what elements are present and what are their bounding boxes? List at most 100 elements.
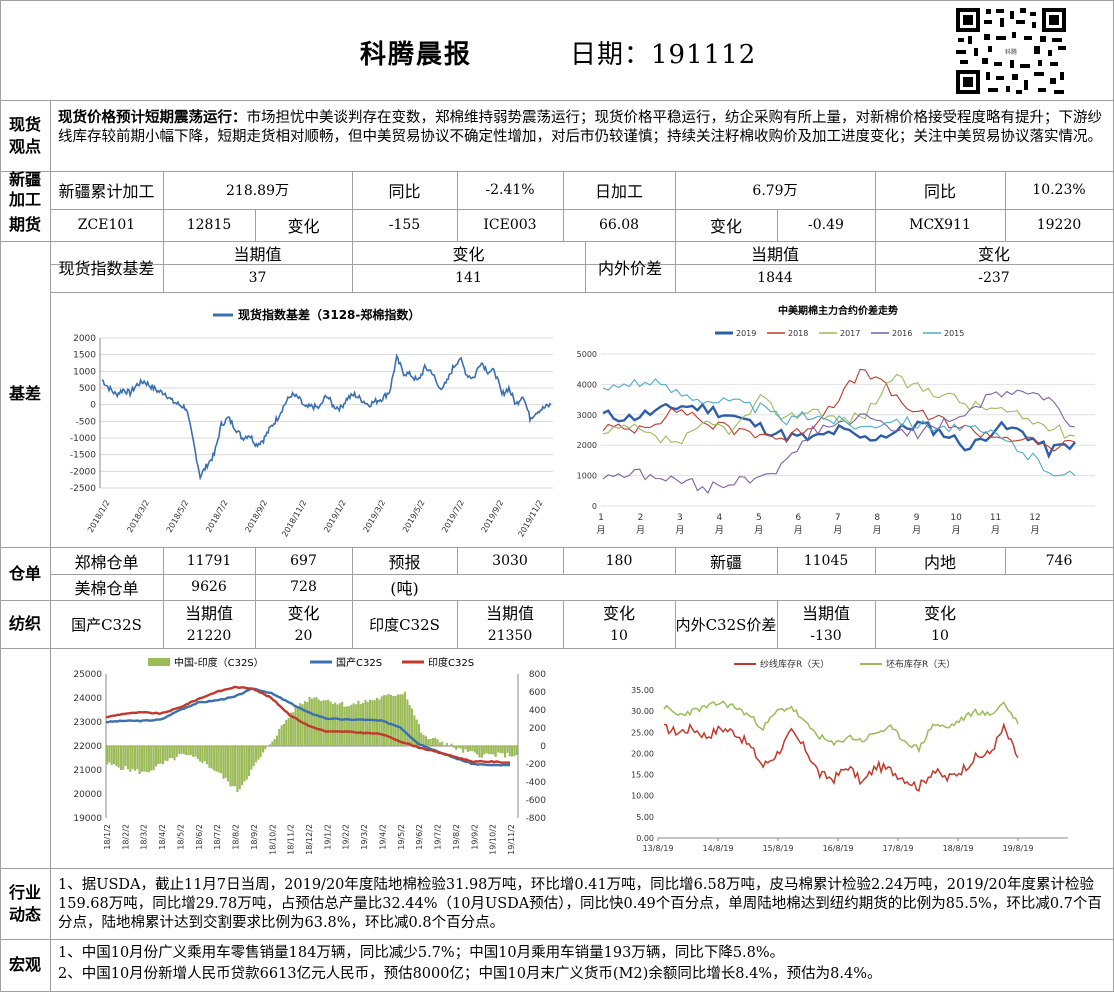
yarn-spread-bar — [299, 703, 302, 746]
yd-cur-value: 21350 — [487, 628, 533, 644]
yarn-spread-bar — [164, 746, 167, 761]
yarn-spread-bar — [441, 741, 444, 746]
yarn-spread-bar — [471, 746, 474, 752]
yarn-spread-bar — [136, 746, 139, 770]
yarn-spread-bar — [355, 704, 358, 746]
macro-item-1: 1、中国10月份广义乘用车零售销量184万辆，同比减少5.7%；中国10月乘用车… — [58, 945, 785, 961]
yarn-x-tick: 19/3/2 — [360, 824, 369, 850]
xj-daily-yoy-value: 10.23% — [1032, 182, 1086, 198]
yarn-y-left-tick: 21000 — [73, 766, 102, 776]
yarn-legend-1: 国产C32S — [336, 656, 382, 669]
inv-x-tick: 19/8/19 — [1003, 844, 1034, 853]
yarn-spread-bar — [350, 704, 353, 746]
gc-cur-value: 21220 — [186, 628, 232, 644]
yarn-spread-bar — [385, 695, 388, 746]
yarn-spread-bar — [515, 746, 518, 755]
yarn-spread-bar — [320, 700, 323, 746]
yarn-spread-bar — [192, 746, 195, 757]
yarn-india-line — [105, 685, 511, 764]
yarn-x-tick: 18/2/2 — [121, 824, 130, 850]
forecast-label: 预报 — [388, 552, 421, 572]
yarn-spread-bar — [120, 746, 123, 770]
yarn-spread-bar — [420, 732, 423, 746]
gc-cur-header: 当期值 — [184, 604, 233, 623]
yarn-spread-bar — [452, 746, 455, 748]
xj-yoy-value: -2.41% — [485, 182, 535, 198]
yarn-x-tick: 19/9/2 — [470, 824, 479, 850]
basis-index-label: 现货指数基差 — [58, 258, 155, 278]
yarn-spread-bar — [178, 746, 181, 754]
spread-x-tick-unit: 月 — [952, 525, 961, 536]
yarn-spread-bar — [399, 694, 402, 746]
yarn-legend-0: 中国-印度（C32S） — [174, 656, 264, 669]
yarn-spread-bar — [371, 700, 374, 746]
yarn-spread-bar — [189, 746, 192, 755]
inv-y-tick: 0.00 — [636, 834, 654, 843]
yarn-spread-bar — [443, 745, 446, 746]
yarn-spread-bar — [327, 699, 330, 746]
section-industry: 行业 动态 — [8, 882, 41, 924]
yarn-spread-bar — [417, 724, 420, 746]
yarn-spread-bar — [199, 746, 202, 762]
yarn-y-right-tick: 200 — [529, 724, 546, 734]
gc-chg-header: 变化 — [287, 604, 320, 623]
basis-y-tick: -2500 — [70, 484, 96, 494]
xj-cum-value: 218.89万 — [226, 183, 289, 199]
yarn-spread-bar — [287, 717, 290, 746]
yarn-spread-bar — [273, 739, 276, 746]
inv-legend-0: 纱线库存R（天） — [760, 658, 829, 670]
yarn-spread-bar — [154, 746, 157, 767]
section-spot-view: 现货 观点 — [8, 114, 41, 156]
mcx-contract: MCX911 — [909, 217, 971, 233]
basis-y-tick: 0 — [90, 401, 96, 411]
inv-x-tick: 17/8/19 — [883, 844, 914, 853]
yarn-spread-bar — [362, 702, 365, 746]
spread-x-tick: 5 — [756, 513, 762, 523]
yarn-spread-bar — [187, 746, 190, 755]
yarn-spread-bar — [296, 708, 299, 746]
spread-chart-title: 中美期棉主力合约价差走势 — [778, 304, 898, 317]
yarn-spread-bar — [485, 746, 488, 754]
spread-y-tick: 3000 — [577, 411, 597, 420]
basis-index-chg-header: 变化 — [452, 244, 485, 264]
ice-price: 66.08 — [598, 217, 640, 233]
zce-contract: ZCE101 — [77, 217, 136, 233]
svg-text:科腾: 科腾 — [1005, 48, 1017, 56]
inv-y-tick: 5.00 — [636, 813, 654, 822]
inv-x-tick: 16/8/19 — [823, 844, 854, 853]
spread-legend-2016: 2016 — [892, 329, 912, 338]
spread-y-tick: 1000 — [577, 472, 597, 481]
yarn-y-right-tick: 0 — [540, 742, 546, 752]
spread-x-tick: 4 — [716, 513, 722, 523]
yarn-spread-bar — [436, 739, 439, 746]
yarn-spread-bar — [147, 746, 150, 773]
basis-line-chart: 现货指数基差（3128-郑棉指数） 2000 1500 1000 500 0 -500 -10… — [70, 307, 553, 539]
yarn-spread-bar — [494, 746, 497, 757]
yarn-x-tick: 18/6/2 — [195, 824, 204, 850]
yarn-x-tick: 18/10/2 — [268, 824, 277, 855]
yarn-spread-bar — [508, 746, 511, 757]
yarn-x-tick: 19/6/2 — [415, 824, 424, 850]
yarn-spread-bar — [406, 699, 409, 746]
yarn-spread-bar — [408, 705, 411, 746]
section-futures: 期货 — [8, 215, 41, 234]
ice-chg: -0.49 — [808, 217, 844, 233]
spread-legend-2018: 2018 — [788, 329, 808, 338]
yarn-spread-bar — [366, 701, 369, 746]
yarn-spread-bar — [480, 746, 483, 758]
yarn-spread-bar — [352, 703, 355, 746]
spread-y-tick: 5000 — [577, 350, 597, 359]
yarn-spread-bar — [513, 746, 516, 757]
yarn-x-tick: 18/11/2 — [287, 824, 296, 855]
spread-x-tick: 12 — [1029, 513, 1040, 523]
basis-y-tick: -1000 — [70, 434, 96, 444]
yarn-spread-bar — [357, 700, 360, 746]
yarn-spread-bar — [268, 744, 271, 746]
spread-x-tick-unit: 月 — [833, 525, 842, 536]
xj-daily-value: 6.79万 — [752, 183, 798, 199]
yarn-spread-bar — [150, 746, 153, 771]
inland-value: 746 — [1045, 552, 1073, 569]
yarn-x-tick: 18/1/2 — [103, 824, 112, 850]
yarn-spread-bar — [289, 712, 292, 746]
yarn-spread-bar — [427, 739, 430, 746]
